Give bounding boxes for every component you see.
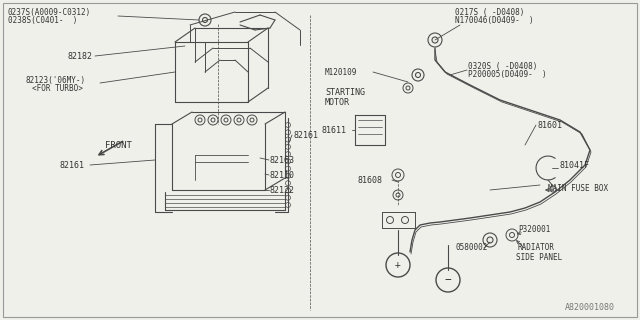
Text: 81611: 81611 — [322, 125, 347, 134]
Text: 0217S ( -D0408): 0217S ( -D0408) — [455, 7, 524, 17]
Text: P200005(D0409-  ): P200005(D0409- ) — [468, 69, 547, 78]
Text: +: + — [395, 260, 401, 270]
Text: 0238S(C0401-  ): 0238S(C0401- ) — [8, 15, 77, 25]
Text: M120109: M120109 — [325, 68, 357, 76]
Text: 82182: 82182 — [68, 52, 93, 60]
Text: 82110: 82110 — [270, 171, 295, 180]
Text: −: − — [445, 275, 451, 285]
Text: 81041F: 81041F — [560, 161, 590, 170]
Text: 82122: 82122 — [270, 186, 295, 195]
Text: MAIN FUSE BOX: MAIN FUSE BOX — [548, 183, 608, 193]
Text: N170046(D0409-  ): N170046(D0409- ) — [455, 15, 534, 25]
Text: A820001080: A820001080 — [565, 303, 615, 313]
Text: 81608: 81608 — [357, 175, 382, 185]
Text: RADIATOR: RADIATOR — [518, 244, 555, 252]
Text: 81601: 81601 — [538, 121, 563, 130]
Text: P320001: P320001 — [518, 226, 550, 235]
Text: STARTING: STARTING — [325, 87, 365, 97]
Text: 82123('06MY-): 82123('06MY-) — [25, 76, 85, 84]
Text: <FOR TURBO>: <FOR TURBO> — [32, 84, 83, 92]
Text: 82161: 82161 — [60, 161, 85, 170]
Text: FRONT: FRONT — [105, 140, 132, 149]
Text: SIDE PANEL: SIDE PANEL — [516, 253, 563, 262]
Text: 0580002: 0580002 — [455, 244, 488, 252]
Text: 0237S(A0009-C0312): 0237S(A0009-C0312) — [8, 7, 92, 17]
Text: MOTOR: MOTOR — [325, 98, 350, 107]
Text: 82161: 82161 — [293, 131, 318, 140]
Text: 82163: 82163 — [270, 156, 295, 164]
Text: 0320S ( -D0408): 0320S ( -D0408) — [468, 61, 538, 70]
